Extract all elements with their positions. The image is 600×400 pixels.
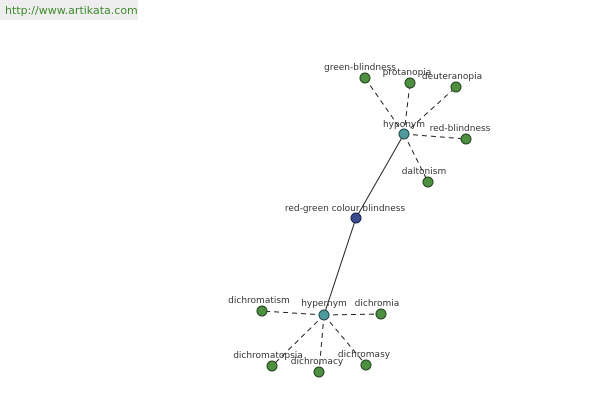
node-label[interactable]: deuteranopia [422, 72, 482, 82]
node[interactable] [266, 360, 278, 372]
node[interactable] [256, 305, 268, 317]
node[interactable] [404, 77, 416, 89]
node-label[interactable]: green-blindness [324, 63, 396, 73]
edge [318, 314, 325, 373]
node-label[interactable]: dichromia [355, 299, 400, 309]
node[interactable] [450, 81, 462, 93]
node[interactable] [422, 176, 434, 188]
nodes [256, 72, 472, 378]
edge [323, 314, 367, 366]
node-label[interactable]: protanopia [383, 68, 432, 78]
edge [323, 217, 357, 316]
node[interactable] [398, 128, 410, 140]
node-label[interactable]: dichromatopsia [233, 351, 303, 361]
node-label[interactable]: dichromacy [291, 357, 344, 367]
node[interactable] [360, 359, 372, 371]
node[interactable] [359, 72, 371, 84]
node[interactable] [313, 366, 325, 378]
node[interactable] [318, 309, 330, 321]
node-label[interactable]: dichromatism [228, 296, 290, 306]
node[interactable] [375, 308, 387, 320]
edge [271, 314, 325, 367]
edge [355, 133, 405, 219]
edge [403, 86, 457, 135]
node-label[interactable]: red-blindness [430, 124, 491, 134]
node[interactable] [460, 133, 472, 145]
edge [364, 77, 405, 135]
node-label[interactable]: daltonism [402, 167, 446, 177]
node-label[interactable]: red-green colour blindness [285, 204, 406, 214]
node-label[interactable]: hypernym [301, 299, 347, 309]
edge [261, 310, 325, 316]
edge [323, 313, 382, 316]
edge [403, 133, 467, 140]
site-url[interactable]: http://www.artikata.com [0, 0, 138, 20]
labels: red-green colour blindness hyponym hyper… [228, 63, 491, 367]
node-label[interactable]: dichromasy [338, 350, 391, 360]
node[interactable] [350, 212, 362, 224]
node-label[interactable]: hyponym [383, 120, 425, 130]
edges [261, 77, 467, 373]
